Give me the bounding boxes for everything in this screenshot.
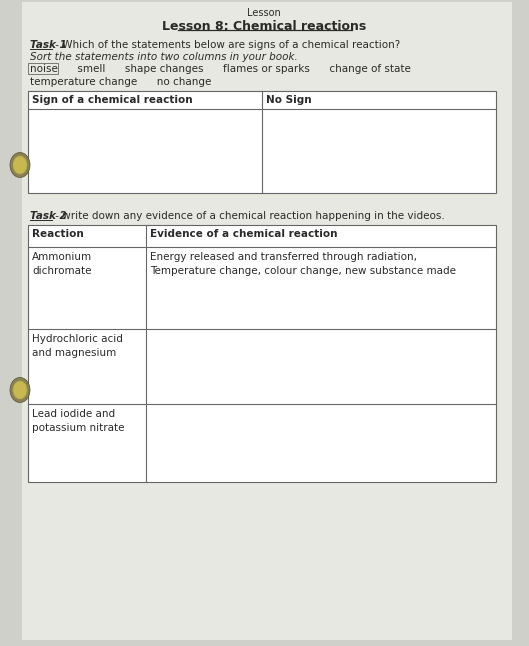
- Ellipse shape: [13, 381, 27, 399]
- Text: Lesson 8: Chemical reactions: Lesson 8: Chemical reactions: [162, 20, 366, 33]
- Text: Task 1: Task 1: [30, 40, 67, 50]
- Text: Evidence of a chemical reaction: Evidence of a chemical reaction: [150, 229, 338, 239]
- Text: Ammonium
dichromate: Ammonium dichromate: [32, 252, 92, 276]
- Text: Reaction: Reaction: [32, 229, 84, 239]
- Text: Task 2: Task 2: [30, 211, 67, 221]
- Text: Hydrochloric acid
and magnesium: Hydrochloric acid and magnesium: [32, 334, 123, 358]
- Text: Lesson: Lesson: [247, 8, 281, 18]
- Text: noise      smell      shape changes      flames or sparks      change of state: noise smell shape changes flames or spar…: [30, 64, 411, 74]
- Text: Sign of a chemical reaction: Sign of a chemical reaction: [32, 95, 193, 105]
- Text: Lead iodide and
potassium nitrate: Lead iodide and potassium nitrate: [32, 409, 124, 433]
- Ellipse shape: [10, 377, 30, 402]
- Text: Energy released and transferred through radiation,
Temperature change, colour ch: Energy released and transferred through …: [150, 252, 456, 276]
- Text: Sort the statements into two columns in your book.: Sort the statements into two columns in …: [30, 52, 298, 62]
- Bar: [28, 63, 58, 74]
- Bar: [28, 225, 496, 482]
- Text: No Sign: No Sign: [266, 95, 312, 105]
- Text: temperature change      no change: temperature change no change: [30, 77, 212, 87]
- Ellipse shape: [10, 152, 30, 178]
- Ellipse shape: [13, 156, 27, 174]
- Text: - Which of the statements below are signs of a chemical reaction?: - Which of the statements below are sign…: [52, 40, 400, 50]
- Bar: [28, 91, 496, 193]
- Text: - write down any evidence of a chemical reaction happening in the videos.: - write down any evidence of a chemical …: [52, 211, 445, 221]
